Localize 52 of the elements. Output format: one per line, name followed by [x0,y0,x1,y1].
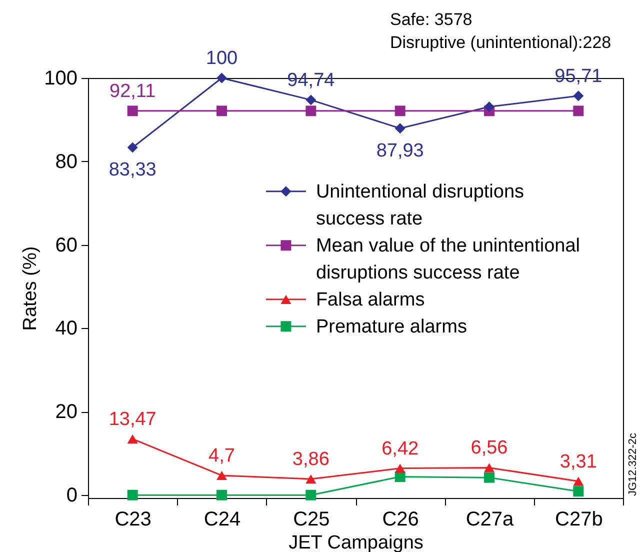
x-tick-label: C27a [466,508,515,530]
point [127,142,138,153]
point [216,72,227,84]
point [127,106,138,116]
point [127,490,138,500]
point [484,472,494,483]
y-axis-title: Rates (%) [20,246,42,331]
point [306,474,316,484]
text: Safe: 3578 [390,10,472,29]
legend-label: Mean value of the unintentional disruptions success rate [316,235,580,284]
point [216,490,227,500]
legend-label: Premature alarms [316,316,467,338]
data-label: 83,33 [108,160,156,181]
data-label: 13,47 [108,408,156,430]
y-tick-label: 80 [55,150,78,173]
data-label: 100 [206,48,238,69]
y-tick-label: 100 [44,68,78,90]
data-label: 3,86 [292,448,330,470]
point [127,434,138,444]
data-label: 6,42 [382,438,419,460]
y-tick-label: 20 [55,401,78,424]
point [216,106,227,116]
point [306,490,316,500]
data-label: 4,7 [208,445,235,466]
text: Disruptive (unintentional):228 [390,33,612,52]
point [216,470,227,480]
point [484,463,494,472]
y-tick-label: 40 [55,318,78,340]
point [394,106,406,116]
point [306,94,316,106]
data-label: 92,11 [110,80,156,102]
point [484,102,494,112]
point [306,106,316,116]
point [573,486,584,497]
y-tick-label: 60 [55,234,78,256]
data-label: 87,93 [376,140,424,162]
point [573,90,584,102]
x-tick-label: C27b [555,508,603,530]
legend-label: Falsa alarms [316,289,425,310]
data-label: 3,31 [560,451,597,472]
text: JG12.322-2c [627,432,639,496]
legend-label: Unintentional disruptions success rate [316,181,524,230]
x-tick-label: C24 [204,508,241,530]
x-tick-label: C26 [382,508,419,530]
y-tick-label: 0 [66,484,78,507]
x-tick-label: C25 [293,508,330,530]
point [573,106,584,116]
point [394,123,406,134]
data-label: 6,56 [470,438,508,459]
point [573,476,584,486]
point [394,464,406,473]
x-tick-label: C23 [114,508,152,530]
